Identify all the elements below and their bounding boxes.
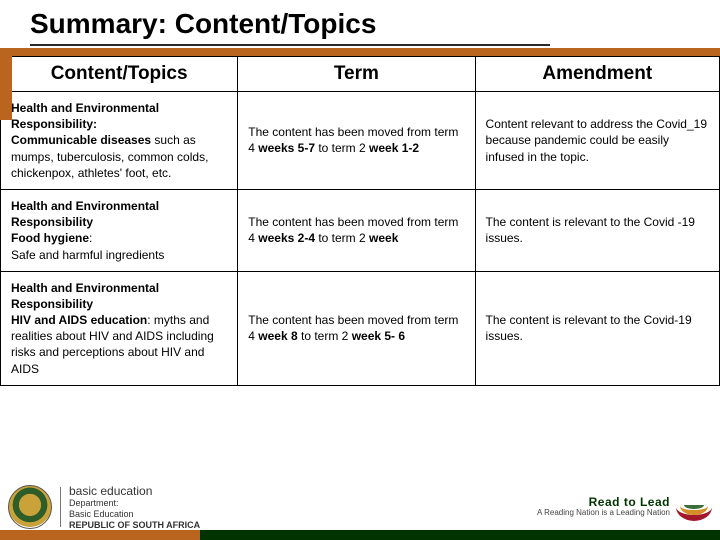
topic-heading: Health and Environmental Responsibility [11,281,159,311]
cell-content-topics: Health and Environmental Responsibility … [1,271,238,385]
table-row: Health and Environmental Responsibility … [1,271,720,385]
cell-term: The content has been moved from term 4 w… [238,92,475,190]
cell-term: The content has been moved from term 4 w… [238,189,475,271]
department-text: basic education Department: Basic Educat… [69,484,200,531]
topic-subheading: Food hygiene [11,231,89,245]
topic-heading: Health and Environmental Responsibility [11,199,159,229]
topic-heading: Health and Environmental Responsibility: [11,101,159,131]
accent-side-tab [0,55,12,120]
dept-line1: basic education [69,484,200,498]
topic-subheading: Communicable diseases [11,133,151,147]
coat-of-arms-icon [8,485,52,529]
term-text-mid: to term 2 [315,141,369,155]
term-text-mid: to term 2 [318,231,369,245]
term-weeks-from: week 8 [258,329,297,343]
footer-bar-green [200,530,720,540]
table-row: Health and Environmental Responsibility … [1,189,720,271]
summary-table: Content/Topics Term Amendment Health and… [0,56,720,386]
dept-line3: Basic Education [69,509,200,520]
cell-term: The content has been moved from term 4 w… [238,271,475,385]
footer-color-bar [0,530,720,540]
read-to-lead-block: Read to Lead A Reading Nation is a Leadi… [537,493,712,521]
term-weeks-to: week [369,231,398,245]
term-weeks-from: weeks 5-7 [258,141,315,155]
cell-amendment: Content relevant to address the Covid_19… [475,92,719,190]
table-row: Health and Environmental Responsibility:… [1,92,720,190]
accent-strip [0,48,720,56]
read-to-lead-text: Read to Lead A Reading Nation is a Leadi… [537,496,670,518]
title-bar: Summary: Content/Topics [0,0,720,46]
cell-amendment: The content is relevant to the Covid-19 … [475,271,719,385]
cell-content-topics: Health and Environmental Responsibility … [1,189,238,271]
dept-line4: REPUBLIC OF SOUTH AFRICA [69,520,200,531]
term-weeks-to: week 1-2 [369,141,419,155]
read-sub: A Reading Nation is a Leading Nation [537,509,670,518]
table-header-row: Content/Topics Term Amendment [1,57,720,92]
cell-amendment: The content is relevant to the Covid -19… [475,189,719,271]
footer-divider [60,487,61,527]
header-term: Term [238,57,475,92]
term-text-mid: to term 2 [298,329,352,343]
department-block: basic education Department: Basic Educat… [8,484,200,531]
term-weeks-from: weeks 2-4 [258,231,318,245]
slide-title: Summary: Content/Topics [30,8,376,40]
header-content-topics: Content/Topics [1,57,238,92]
title-underline [30,44,550,46]
cell-content-topics: Health and Environmental Responsibility:… [1,92,238,190]
dept-line2: Department: [69,498,200,509]
topic-subheading: HIV and AIDS education [11,313,147,327]
read-to-lead-icon [676,493,712,521]
term-weeks-to: week 5- 6 [352,329,405,343]
footer-bar-orange [0,530,200,540]
header-amendment: Amendment [475,57,719,92]
